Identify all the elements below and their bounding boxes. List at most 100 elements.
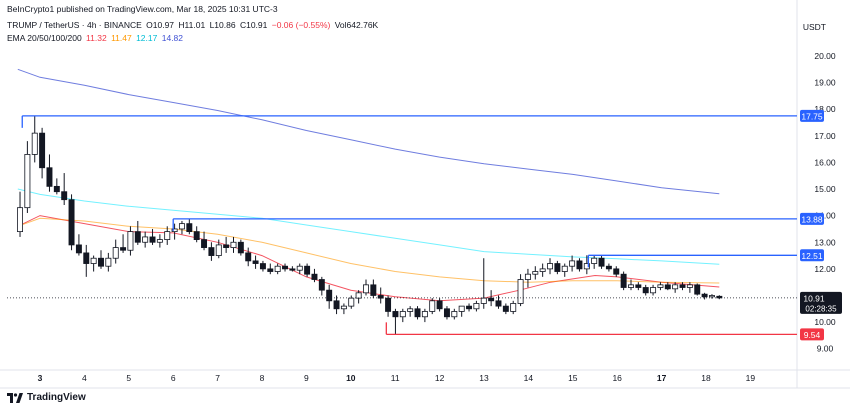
candle-body bbox=[370, 284, 377, 296]
candle-body bbox=[178, 223, 185, 230]
candle-body bbox=[245, 252, 252, 262]
x-tick-label: 4 bbox=[82, 373, 87, 383]
candle-body bbox=[510, 303, 517, 312]
x-tick-label: 10 bbox=[346, 373, 356, 383]
candle-body bbox=[201, 239, 208, 248]
candle-body bbox=[363, 284, 369, 294]
ohlc-high: H11.01 bbox=[178, 20, 206, 30]
candle-body bbox=[443, 308, 450, 318]
candle-body bbox=[495, 300, 502, 307]
candle-body bbox=[53, 185, 60, 193]
candle-body bbox=[120, 247, 127, 251]
candle-body bbox=[664, 284, 671, 290]
candle-body bbox=[61, 191, 68, 201]
candle-body bbox=[156, 239, 163, 243]
candle-body bbox=[517, 279, 524, 304]
candle-body bbox=[304, 265, 311, 275]
volume-value: Vol642.76K bbox=[334, 20, 379, 30]
candle-body bbox=[340, 305, 347, 310]
candle-body bbox=[333, 300, 340, 310]
candle-body bbox=[68, 199, 75, 246]
candle-body bbox=[274, 265, 281, 272]
y-tick-label: 13.00 bbox=[814, 237, 836, 247]
candle-body bbox=[149, 236, 156, 243]
candle-body bbox=[414, 308, 421, 318]
ema-legend[interactable]: EMA 20/50/100/200 11.32 11.47 12.17 14.8… bbox=[7, 33, 185, 43]
candle-body bbox=[208, 247, 215, 256]
tradingview-logo-text: TradingView bbox=[27, 392, 86, 403]
candle-body bbox=[458, 305, 465, 312]
candle-body bbox=[289, 268, 296, 271]
x-tick-label: 11 bbox=[391, 373, 400, 383]
tradingview-logo[interactable]: TradingView bbox=[7, 392, 86, 403]
x-tick-label: 6 bbox=[171, 373, 176, 383]
candle-body bbox=[605, 265, 612, 270]
candle-body bbox=[377, 295, 384, 299]
candle-body bbox=[694, 284, 701, 295]
y-tick-label: 9.00 bbox=[817, 344, 834, 354]
candle-body bbox=[98, 257, 104, 267]
candle-body bbox=[31, 132, 38, 155]
candle-body bbox=[134, 231, 141, 243]
y-tick-label: 15.00 bbox=[814, 184, 836, 194]
candle-body bbox=[142, 236, 149, 243]
y-tick-label: 14.00 bbox=[814, 211, 836, 221]
y-tick-label: 18.00 bbox=[814, 104, 836, 114]
candle-body bbox=[385, 297, 392, 312]
support-level-tag bbox=[800, 328, 824, 341]
ema-line-ema100 bbox=[17, 188, 720, 265]
symbol-legend[interactable]: TRUMP / TetherUS · 4h · BINANCE O10.97 H… bbox=[7, 20, 380, 30]
candle-body bbox=[237, 241, 244, 254]
candle-body bbox=[318, 279, 325, 291]
resistance-level-label: 13.88 bbox=[801, 214, 823, 224]
current-price-label: 10.91 bbox=[803, 293, 825, 303]
ohlc-close: C10.91 bbox=[239, 20, 268, 30]
x-tick-label: 18 bbox=[701, 373, 711, 383]
candle-body bbox=[583, 263, 590, 270]
candle-body bbox=[252, 260, 259, 264]
candle-body bbox=[701, 293, 708, 298]
resistance-level-tag bbox=[800, 212, 824, 225]
candle-body bbox=[164, 231, 171, 240]
x-tick-label: 5 bbox=[126, 373, 131, 383]
candle-body bbox=[466, 305, 473, 310]
candle-body bbox=[407, 308, 414, 312]
candle-body bbox=[112, 247, 119, 259]
candle-body bbox=[127, 231, 134, 251]
candle-body bbox=[171, 228, 178, 233]
candle-body bbox=[598, 257, 605, 267]
ohlc-change: −0.06 (−0.55%) bbox=[271, 20, 331, 30]
candle-body bbox=[355, 292, 362, 299]
x-tick-label: 17 bbox=[657, 373, 667, 383]
ema-line-ema200 bbox=[17, 68, 720, 195]
candle-body bbox=[83, 252, 90, 264]
candle-body bbox=[39, 132, 46, 169]
candle-body bbox=[716, 295, 723, 299]
x-tick-label: 7 bbox=[215, 373, 220, 383]
candle-body bbox=[436, 300, 443, 310]
candle-body bbox=[502, 305, 509, 312]
y-tick-label: 16.00 bbox=[814, 157, 836, 167]
x-tick-label: 19 bbox=[746, 373, 756, 383]
candle-body bbox=[488, 297, 495, 302]
candle-body bbox=[105, 257, 112, 267]
y-tick-label: 17.00 bbox=[814, 131, 836, 141]
x-tick-label: 12 bbox=[435, 373, 445, 383]
candle-body bbox=[547, 263, 553, 270]
candle-body bbox=[90, 257, 97, 264]
candle-body bbox=[215, 244, 222, 256]
candle-body bbox=[672, 284, 679, 290]
y-tick-label: 12.00 bbox=[814, 264, 836, 274]
candle-body bbox=[311, 273, 318, 280]
candle-body bbox=[532, 271, 539, 275]
candle-body bbox=[539, 268, 546, 272]
candle-body bbox=[46, 167, 53, 187]
publisher-line: BeInCrypto1 published on TradingView.com… bbox=[7, 4, 278, 14]
candle-body bbox=[686, 284, 693, 288]
candle-body bbox=[635, 284, 642, 288]
candle-body bbox=[348, 297, 355, 307]
resistance-level-label: 17.75 bbox=[801, 111, 823, 121]
candle-body bbox=[392, 311, 399, 318]
